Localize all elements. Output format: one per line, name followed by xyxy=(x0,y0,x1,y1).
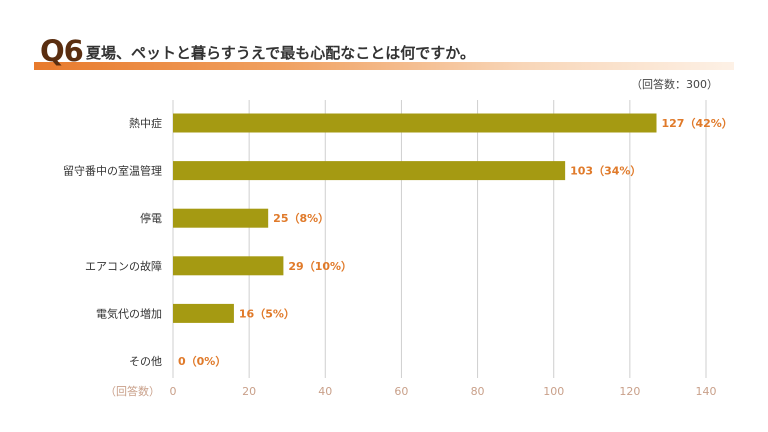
category-label: エアコンの故障 xyxy=(85,259,162,273)
question-number: Q6 xyxy=(40,34,84,68)
bar xyxy=(173,161,566,181)
category-label: 電気代の増加 xyxy=(96,306,162,320)
x-tick-label: 60 xyxy=(394,385,408,398)
data-label: 25（8%） xyxy=(273,212,329,225)
x-tick-label: 0 xyxy=(170,385,177,398)
bar xyxy=(173,208,269,228)
x-tick-label: 80 xyxy=(471,385,485,398)
data-label: 16（5%） xyxy=(239,307,295,320)
question-title: 夏場、ペットと暮らすうえで最も心配なことは何ですか。 xyxy=(86,44,475,62)
data-label: 0（0%） xyxy=(178,355,226,368)
respondent-count: （回答数：300） xyxy=(631,78,718,91)
x-tick-label: 40 xyxy=(318,385,332,398)
x-axis-title: （回答数） xyxy=(105,384,160,398)
x-tick-label: 100 xyxy=(543,385,564,398)
x-tick-label: 20 xyxy=(242,385,256,398)
x-tick-label: 120 xyxy=(619,385,640,398)
data-label: 127（42%） xyxy=(662,117,733,130)
category-label: 停電 xyxy=(140,211,162,225)
bar xyxy=(173,113,657,133)
bar xyxy=(173,256,284,276)
data-label: 29（10%） xyxy=(288,260,352,273)
category-label: その他 xyxy=(129,355,162,368)
category-label: 留守番中の室温管理 xyxy=(63,164,162,178)
data-label: 103（34%） xyxy=(570,165,641,178)
bar xyxy=(173,303,234,323)
title-underline xyxy=(34,62,734,70)
category-label: 熱中症 xyxy=(129,116,162,130)
x-tick-label: 140 xyxy=(696,385,717,398)
